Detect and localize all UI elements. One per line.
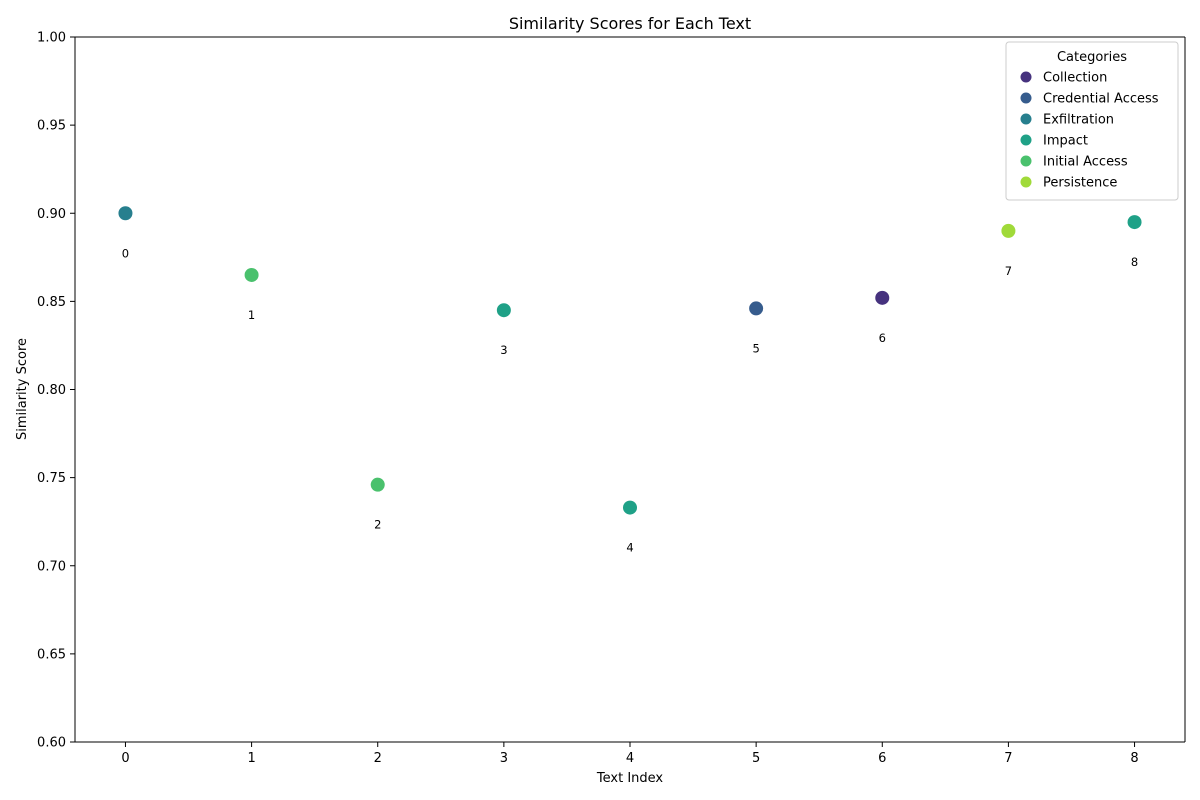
data-point <box>118 206 133 221</box>
data-point <box>496 303 511 318</box>
x-tick-label: 8 <box>1130 751 1138 766</box>
y-tick-label: 1.00 <box>37 31 66 46</box>
data-point-label: 1 <box>248 308 255 322</box>
legend: Categories Collection Credential Access Exf… <box>1005 41 1179 201</box>
data-point <box>1127 215 1142 230</box>
legend-entry-label: Persistence <box>1043 176 1117 191</box>
data-point <box>623 500 637 515</box>
data-point-label: 7 <box>1005 264 1012 278</box>
legend-title: Categories <box>1057 50 1127 65</box>
x-axis-label: Text Index <box>596 771 664 786</box>
data-point <box>749 301 764 316</box>
legend-entry-label: Impact <box>1043 134 1088 149</box>
y-tick-label: 0.60 <box>37 736 66 751</box>
legend-entry-label: Initial Access <box>1043 155 1128 170</box>
x-tick-label: 7 <box>1004 751 1012 766</box>
y-tick-label: 0.90 <box>37 207 66 222</box>
y-axis-label: Similarity Score <box>15 338 30 440</box>
data-point-label: 5 <box>752 341 759 355</box>
data-point-label: 4 <box>626 541 633 555</box>
chart-title: Similarity Scores for Each Text <box>509 14 751 33</box>
y-tick-label: 0.95 <box>37 119 66 134</box>
x-tick-label: 1 <box>247 751 255 766</box>
y-tick-label: 0.65 <box>37 647 66 662</box>
data-point <box>875 290 890 305</box>
x-tick-label: 6 <box>878 751 886 766</box>
y-tick-label: 0.75 <box>37 471 66 486</box>
x-tick-label: 5 <box>752 751 760 766</box>
data-point-label: 3 <box>500 343 507 357</box>
data-point-label: 6 <box>879 331 886 345</box>
y-tick-label: 0.80 <box>37 383 66 398</box>
data-point-label: 2 <box>374 518 381 532</box>
y-tick-label: 0.85 <box>37 295 66 310</box>
legend-box <box>1005 41 1179 201</box>
legend-marker <box>1020 113 1032 125</box>
legend-marker <box>1020 155 1032 167</box>
data-point <box>244 267 259 282</box>
data-point <box>370 477 385 492</box>
plot-area: 0 1 2 3 4 5 6 7 8 0.60 0.65 0.70 0.75 0.80 0.85 0.90 0.9… <box>37 31 1186 766</box>
y-tick-label: 0.70 <box>37 559 66 574</box>
legend-entry-label: Exfiltration <box>1043 113 1114 128</box>
legend-marker <box>1020 71 1032 83</box>
legend-marker <box>1020 92 1032 104</box>
legend-entry-label: Credential Access <box>1043 92 1159 107</box>
legend-marker <box>1020 176 1032 188</box>
data-point-label: 8 <box>1131 255 1138 269</box>
legend-marker <box>1020 134 1032 146</box>
data-point-label: 0 <box>122 246 129 260</box>
data-point <box>1001 223 1016 238</box>
x-tick-label: 0 <box>121 751 129 766</box>
x-tick-label: 3 <box>500 751 508 766</box>
x-tick-label: 4 <box>626 751 634 766</box>
legend-entry-label: Collection <box>1043 71 1107 86</box>
x-tick-label: 2 <box>374 751 382 766</box>
